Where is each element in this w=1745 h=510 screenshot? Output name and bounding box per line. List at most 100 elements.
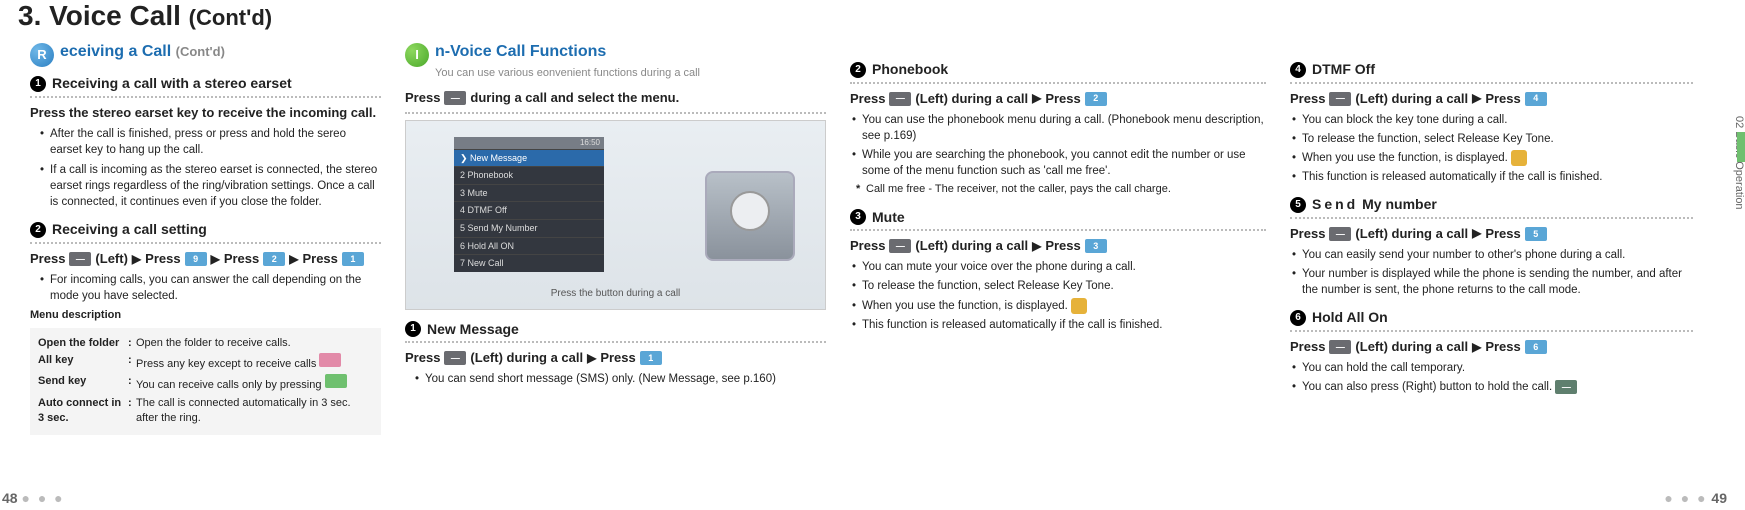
h-send-number: 5 Send My number (1290, 195, 1693, 215)
footnote: Call me free - The receiver, not the cal… (854, 182, 1266, 197)
h-mute: 3 Mute (850, 208, 1266, 228)
press-mute: Press — (Left) during a call▶ Press 3 (850, 237, 1266, 255)
page-number-right: ● ● ● 49 (1664, 490, 1727, 506)
bold-earset: Press the stereo earset key to receive t… (30, 104, 381, 122)
num-2-icon: 2 (30, 222, 46, 238)
key-3-icon: 3 (1085, 239, 1107, 253)
num-1-icon: 1 (405, 321, 421, 337)
side-tab: 02 Basic Operation (1727, 110, 1745, 290)
dots-icon: ● ● ● (1664, 490, 1707, 506)
menu-desc-table: Open the folder:Open the folder to recei… (30, 328, 381, 435)
bullet: Your number is displayed while the phone… (1290, 266, 1693, 298)
table-row: Send key:You can receive calls only by p… (38, 374, 373, 393)
divider (405, 341, 826, 343)
softkey-icon: — (444, 351, 466, 365)
press-during-call: Press — during a call and select the men… (405, 89, 826, 107)
dots-icon: ● ● ● (21, 490, 64, 506)
divider (30, 96, 381, 98)
press-sequence: Press — (Left)▶ Press 9▶ Press 2▶ Press … (30, 250, 381, 268)
screenshot-caption: Press the button during a call (406, 287, 825, 301)
bullet: To release the function, select Release … (850, 278, 1266, 294)
phone-menu-item: 6 Hold All ON (454, 237, 604, 255)
phone-menu-item: 2 Phonebook (454, 166, 604, 184)
h-phonebook: 2 Phonebook (850, 60, 1266, 80)
key-1-icon: 1 (342, 252, 364, 266)
section-receiving-title: eceiving a Call (Cont'd) (60, 41, 225, 63)
h-dtmf: 4 DTMF Off (1290, 60, 1693, 80)
press-hold-all: Press — (Left) during a call▶ Press 6 (1290, 338, 1693, 356)
softkey-icon: — (1329, 227, 1351, 241)
menu-desc-label: Menu description (30, 308, 381, 323)
section-invoice-title: n-Voice Call Functions (435, 41, 606, 63)
softkey-right-icon: — (1555, 380, 1577, 394)
h-hold-all: 6 Hold All On (1290, 308, 1693, 328)
num-2-icon: 2 (850, 62, 866, 78)
col-1: R eceiving a Call (Cont'd) 1 Receiving a… (18, 40, 393, 498)
section-receiving-head: R eceiving a Call (Cont'd) (30, 40, 381, 64)
softkey-icon: — (1329, 340, 1351, 354)
divider (405, 112, 826, 114)
col-3: 2 Phonebook Press — (Left) during a call… (838, 40, 1278, 498)
bullet: When you use the function, is displayed. (1290, 150, 1693, 166)
table-row: Auto connect in 3 sec.:The call is conne… (38, 396, 373, 427)
bullet: While you are searching the phonebook, y… (850, 147, 1266, 179)
divider (1290, 330, 1693, 332)
h-new-message: 1 New Message (405, 320, 826, 340)
divider (30, 242, 381, 244)
title-main: 3. Voice Call (18, 0, 181, 31)
phone-menu-item: 3 Mute (454, 184, 604, 202)
phone-menu-item: 5 Send My Number (454, 219, 604, 237)
table-row: All key:Press any key except to receive … (38, 353, 373, 372)
send-key-icon (325, 374, 347, 388)
phone-menu-item: ❯ New Message (454, 149, 604, 167)
phone-menu: 16:50 ❯ New Message 2 Phonebook 3 Mute 4… (454, 137, 604, 272)
page-number-left: 48 ● ● ● (2, 490, 65, 506)
bullet: You can block the key tone during a call… (1290, 112, 1693, 128)
key-1-icon: 1 (640, 351, 662, 365)
title-sub: (Cont'd) (189, 5, 272, 30)
col-2: I n-Voice Call Functions You can use var… (393, 40, 838, 498)
press-new-message: Press — (Left) during a call▶ Press 1 (405, 349, 826, 367)
col-4: 4 DTMF Off Press — (Left) during a call▶… (1278, 40, 1705, 498)
h-stereo-earset: 1 Receiving a call with a stereo earset (30, 74, 381, 94)
phone-menu-item: 7 New Call (454, 254, 604, 272)
bullet: When you use the function, is displayed. (850, 298, 1266, 314)
bullet: You can also press (Right) button to hol… (1290, 379, 1693, 395)
softkey-icon: — (69, 252, 91, 266)
key-2-icon: 2 (263, 252, 285, 266)
key-5-icon: 5 (1525, 227, 1547, 241)
divider (1290, 82, 1693, 84)
num-3-icon: 3 (850, 209, 866, 225)
divider (1290, 217, 1693, 219)
section-invoice-sub: You can use various eonvenient functions… (435, 66, 826, 81)
key-4-icon: 4 (1525, 92, 1547, 106)
softkey-icon: — (1329, 92, 1351, 106)
bullet: To release the function, select Release … (1290, 131, 1693, 147)
circ-r-icon: R (30, 43, 54, 67)
press-send-number: Press — (Left) during a call▶ Press 5 (1290, 225, 1693, 243)
h-call-setting: 2 Receiving a call setting (30, 220, 381, 240)
phone-menu-item: 4 DTMF Off (454, 201, 604, 219)
columns: R eceiving a Call (Cont'd) 1 Receiving a… (18, 40, 1705, 498)
key-9-icon: 9 (185, 252, 207, 266)
softkey-icon: — (889, 92, 911, 106)
bullet: If a call is incoming as the stereo ears… (36, 162, 381, 210)
bullet: This function is released automatically … (850, 317, 1266, 333)
circ-i-icon: I (405, 43, 429, 67)
bullet: After the call is finished, press or pre… (36, 126, 381, 158)
mute-status-icon (1071, 298, 1087, 314)
press-dtmf: Press — (Left) during a call▶ Press 4 (1290, 90, 1693, 108)
key-6-icon: 6 (1525, 340, 1547, 354)
key-2-icon: 2 (1085, 92, 1107, 106)
bullet: You can hold the call temporary. (1290, 360, 1693, 376)
bullet: This function is released automatically … (1290, 169, 1693, 185)
num-5-icon: 5 (1290, 197, 1306, 213)
press-phonebook: Press — (Left) during a call▶ Press 2 (850, 90, 1266, 108)
bullet: You can mute your voice over the phone d… (850, 259, 1266, 275)
num-1-icon: 1 (30, 76, 46, 92)
section-invoice-head: I n-Voice Call Functions (405, 40, 826, 64)
bullet: You can send short message (SMS) only. (… (411, 371, 826, 387)
bullet: You can use the phonebook menu during a … (850, 112, 1266, 144)
bullet: You can easily send your number to other… (1290, 247, 1693, 263)
divider (850, 82, 1266, 84)
